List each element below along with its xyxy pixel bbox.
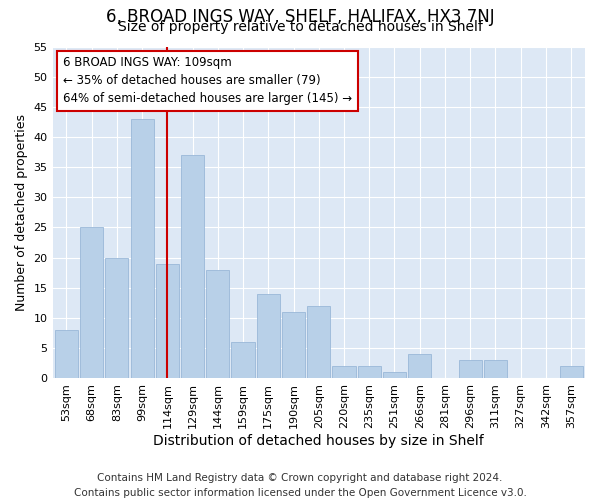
Bar	[458, 360, 482, 378]
Bar	[307, 306, 331, 378]
Bar	[282, 312, 305, 378]
Y-axis label: Number of detached properties: Number of detached properties	[15, 114, 28, 311]
Bar	[408, 354, 431, 378]
Bar	[332, 366, 356, 378]
Bar	[105, 258, 128, 378]
Text: 6 BROAD INGS WAY: 109sqm
← 35% of detached houses are smaller (79)
64% of semi-d: 6 BROAD INGS WAY: 109sqm ← 35% of detach…	[63, 56, 352, 106]
Text: Contains HM Land Registry data © Crown copyright and database right 2024.
Contai: Contains HM Land Registry data © Crown c…	[74, 472, 526, 498]
X-axis label: Distribution of detached houses by size in Shelf: Distribution of detached houses by size …	[154, 434, 484, 448]
Bar	[55, 330, 78, 378]
Text: 6, BROAD INGS WAY, SHELF, HALIFAX, HX3 7NJ: 6, BROAD INGS WAY, SHELF, HALIFAX, HX3 7…	[106, 8, 494, 26]
Bar	[484, 360, 507, 378]
Bar	[181, 155, 204, 378]
Bar	[131, 119, 154, 378]
Bar	[383, 372, 406, 378]
Bar	[206, 270, 229, 378]
Text: Size of property relative to detached houses in Shelf: Size of property relative to detached ho…	[118, 20, 482, 34]
Bar	[560, 366, 583, 378]
Bar	[156, 264, 179, 378]
Bar	[358, 366, 381, 378]
Bar	[257, 294, 280, 378]
Bar	[80, 228, 103, 378]
Bar	[232, 342, 254, 378]
